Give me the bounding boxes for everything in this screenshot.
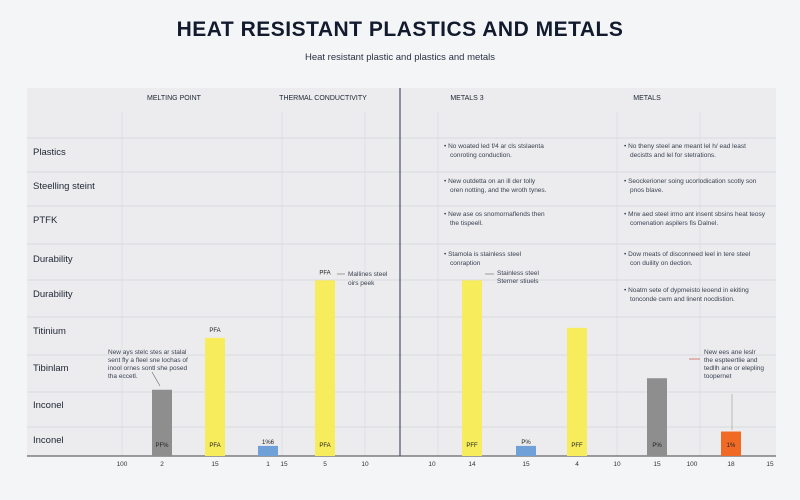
svg-text:Sterner stiuels: Sterner stiuels <box>497 278 539 285</box>
svg-text:tedllh ane or elepling: tedllh ane or elepling <box>704 365 764 372</box>
bar <box>152 389 172 456</box>
column-gridlines <box>121 112 701 456</box>
svg-text:• New ase os snomornaflends th: • New ase os snomornaflends then <box>444 211 545 218</box>
annotation-note: • No theny steel ane meant lel h/ ead le… <box>624 143 746 159</box>
x-tick-label: 10 <box>361 461 369 468</box>
svg-text:con duility on dection.: con duility on dection. <box>630 260 693 267</box>
svg-text:decistts and lel for stetratio: decistts and lel for stetrations. <box>630 152 716 159</box>
x-tick-label: 15 <box>522 461 530 468</box>
bar <box>205 337 225 456</box>
annotation-note: • No woated led f/4 ar cls stslaenta con… <box>444 143 544 159</box>
annotation-note: • Seockerioner soing ucorlodication scot… <box>624 178 757 194</box>
x-tick-label: 5 <box>323 461 327 468</box>
svg-text:• Mrw aed steel irmo ant insen: • Mrw aed steel irmo ant insent sbsins h… <box>624 211 766 218</box>
x-tick-labels: 100 2 15 1 15 5 10 10 14 15 4 10 15 100 18 15 <box>117 461 774 468</box>
svg-text:• No woated led f/4 ar cls sts: • No woated led f/4 ar cls stslaenta <box>444 143 544 150</box>
svg-text:tonconde cwm and linent nocdis: tonconde cwm and linent nocdistion. <box>630 296 735 303</box>
annotation-note: New ees ane leslr the espteertlie and te… <box>689 349 764 430</box>
x-tick-label: 15 <box>653 461 661 468</box>
bar-label: PFA <box>319 443 330 449</box>
row-label-titinium: Titinium <box>33 326 66 337</box>
bar <box>721 431 741 456</box>
annotation-note: • Mrw aed steel irmo ant insent sbsins h… <box>624 211 766 227</box>
annotation-note: New ays stelc stes ar stalal sent fly a … <box>108 349 188 387</box>
row-label-durability-2: Durability <box>33 289 73 300</box>
column-header-melting-point: MELTING POINT <box>147 95 202 102</box>
svg-text:• Dow meats of disconneed leel: • Dow meats of disconneed leel in tere s… <box>624 251 751 258</box>
chart-subtitle: Heat resistant plastic and plastics and … <box>304 52 496 63</box>
svg-text:oirs peek: oirs peek <box>348 280 375 287</box>
svg-text:• Stamola is stainless steel: • Stamola is stainless steel <box>444 251 522 258</box>
svg-text:oren notting, and the wroth ty: oren notting, and the wroth tynes. <box>450 187 547 194</box>
svg-text:inool ornes sontl she posed: inool ornes sontl she posed <box>108 365 188 372</box>
bar <box>567 327 587 456</box>
bar <box>315 280 335 456</box>
svg-text:tha eccetl.: tha eccetl. <box>108 373 138 380</box>
annotation-note: • New ase os snomornaflends then the tis… <box>444 211 545 227</box>
bar-label: P% <box>521 440 531 446</box>
bar <box>462 280 482 456</box>
svg-text:conroting conduction.: conroting conduction. <box>450 152 512 159</box>
row-label-plastics: Plastics <box>33 147 66 158</box>
svg-text:the espteertlie and: the espteertlie and <box>704 357 758 364</box>
x-tick-label: 2 <box>160 461 164 468</box>
x-tick-label: 15 <box>211 461 219 468</box>
x-tick-label: 15 <box>766 461 774 468</box>
bar-top-label: PFA <box>209 328 220 334</box>
row-label-tibinlam: Tibinlam <box>33 363 69 374</box>
bar-label: 1% <box>727 443 736 449</box>
x-tick-label: 15 <box>280 461 288 468</box>
x-tick-label: 10 <box>428 461 436 468</box>
svg-text:• New outdetta on an ill der t: • New outdetta on an ill der tolly <box>444 178 536 185</box>
bar-top-label: PFA <box>319 270 330 276</box>
svg-text:the tispeell.: the tispeell. <box>450 220 483 227</box>
annotation-note: • New outdetta on an ill der tolly oren … <box>444 178 547 194</box>
annotation-note: • Noatm sete of dypmeisto leoend in ekit… <box>624 287 749 303</box>
row-label-ptfk: PTFK <box>33 215 58 226</box>
annotation-note: • Stamola is stainless steel conraption <box>444 251 522 267</box>
x-tick-label: 100 <box>687 461 698 468</box>
bar-label: PF% <box>155 443 169 449</box>
svg-text:• Seockerioner soing ucorlodic: • Seockerioner soing ucorlodication scot… <box>624 178 757 185</box>
column-header-metals-3: METALS 3 <box>450 95 483 102</box>
svg-text:Stainless steel: Stainless steel <box>497 270 539 277</box>
x-tick-label: 1 <box>266 461 270 468</box>
svg-text:• Noatm sete of dypmeisto leoe: • Noatm sete of dypmeisto leoend in ekit… <box>624 287 749 294</box>
svg-text:• No theny steel ane meant lel: • No theny steel ane meant lel h/ ead le… <box>624 143 746 150</box>
svg-text:New ays stelc stes ar stalal: New ays stelc stes ar stalal <box>108 349 187 356</box>
bar-label: P% <box>652 443 662 449</box>
x-tick-label: 4 <box>575 461 579 468</box>
chart-title: HEAT RESISTANT PLASTICS AND METALS <box>176 18 624 41</box>
bar-label: 1%6 <box>262 440 275 446</box>
svg-text:Mallines steel: Mallines steel <box>348 271 388 278</box>
x-tick-label: 100 <box>117 461 128 468</box>
row-label-steelling-steint: Steelling steint <box>33 181 95 192</box>
svg-text:conraption: conraption <box>450 260 481 267</box>
x-tick-label: 14 <box>468 461 476 468</box>
row-label-inconel: Inconel <box>33 400 64 411</box>
svg-text:pnos blave.: pnos blave. <box>630 187 663 194</box>
annotation-note: Mallines steel oirs peek <box>337 271 388 287</box>
column-header-metals: METALS <box>633 95 661 102</box>
x-tick-label: 10 <box>613 461 621 468</box>
svg-text:sent fly a fleel sne lochas of: sent fly a fleel sne lochas of <box>108 357 188 364</box>
bar <box>516 445 536 456</box>
row-label-durability: Durability <box>33 254 73 265</box>
svg-text:toopernet: toopernet <box>704 373 732 380</box>
bar <box>647 378 667 456</box>
bar <box>258 445 278 456</box>
bar-label: PFA <box>209 443 220 449</box>
x-tick-label: 18 <box>727 461 735 468</box>
bar-label: PFF <box>571 443 583 449</box>
annotation-note: • Dow meats of disconneed leel in tere s… <box>624 251 751 267</box>
column-header-thermal-conductivity: THERMAL CONDUCTIVITY <box>279 95 367 102</box>
svg-text:New ees ane leslr: New ees ane leslr <box>704 349 756 356</box>
row-label-inconel-2: Inconel <box>33 435 64 446</box>
annotation-note: Stainless steel Sterner stiuels <box>485 270 539 285</box>
bar-label: PFF <box>466 443 478 449</box>
svg-text:comenation aspilers fis Dalnel: comenation aspilers fis Dalnel. <box>630 220 718 227</box>
